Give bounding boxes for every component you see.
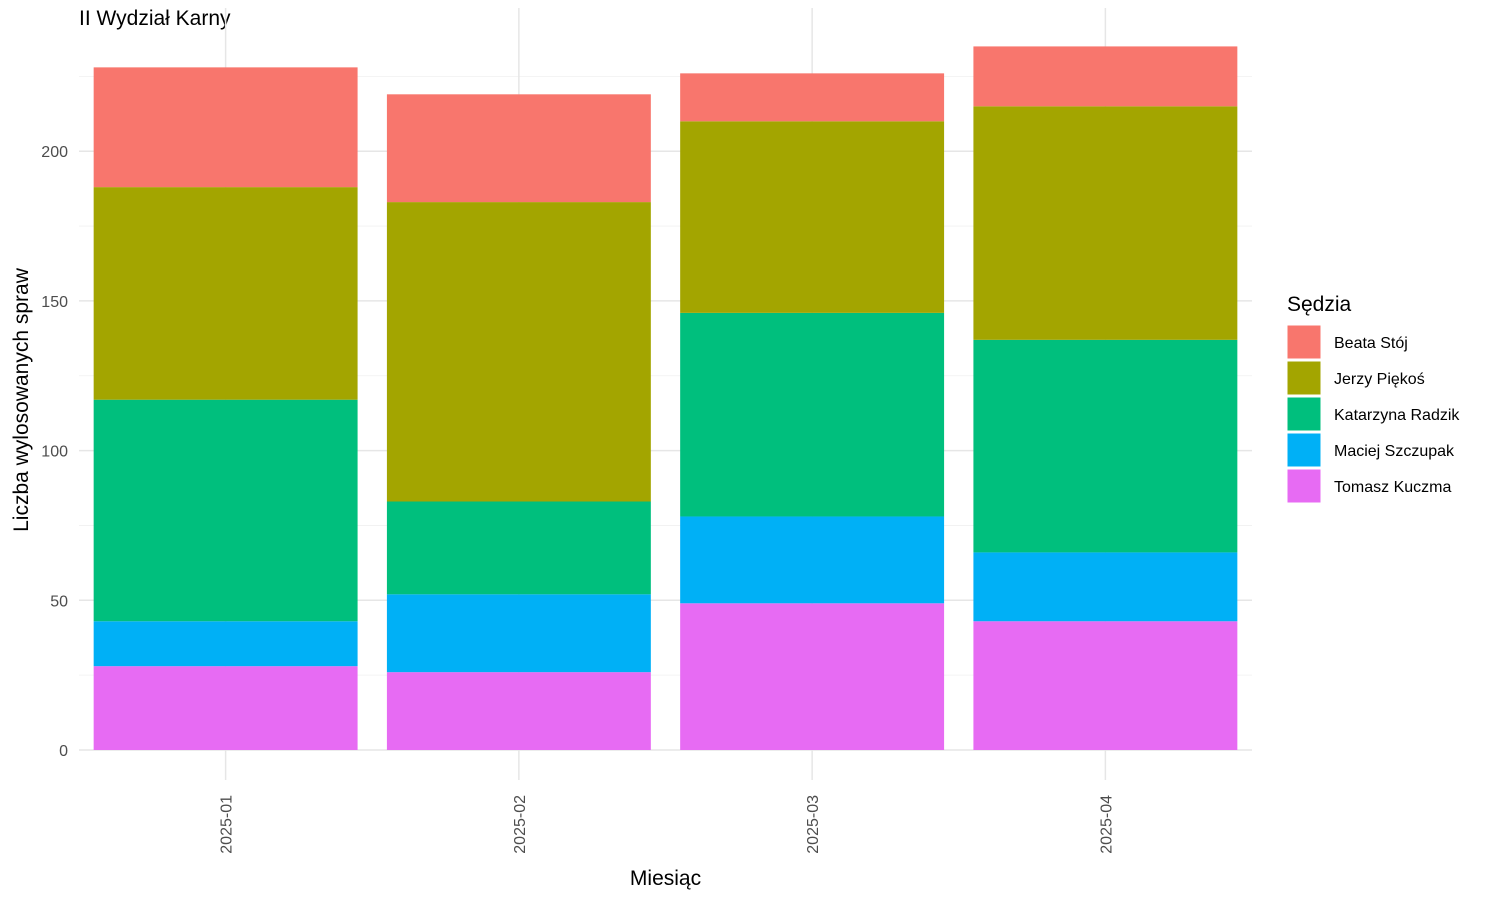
y-axis-ticks: 0 50 100 150 200 xyxy=(41,144,68,760)
bar-segment xyxy=(386,672,651,750)
x-tick-label: 2025-04 xyxy=(1098,795,1115,854)
legend-label: Beata Stój xyxy=(1334,335,1408,352)
bar-segment xyxy=(93,666,358,750)
x-axis-title: Miesiąc xyxy=(630,867,701,890)
bar-segment xyxy=(386,202,651,502)
x-tick-label: 2025-03 xyxy=(805,795,822,854)
x-tick-label: 2025-02 xyxy=(512,795,529,854)
bar-segment xyxy=(680,121,945,313)
bar-segment xyxy=(973,46,1238,107)
bar-segment xyxy=(386,501,651,595)
legend-swatch xyxy=(1286,360,1322,396)
bar-segment xyxy=(973,339,1238,553)
y-axis-title: Liczba wylosowanych spraw xyxy=(10,267,33,532)
x-tick-label: 2025-01 xyxy=(219,795,236,854)
y-tick-label: 100 xyxy=(41,444,68,461)
legend-title: Sędzia xyxy=(1287,293,1352,316)
legend-label: Jerzy Piękoś xyxy=(1334,371,1425,388)
legend-label: Tomasz Kuczma xyxy=(1334,479,1451,496)
bar-segment xyxy=(386,94,651,203)
bar-segment xyxy=(680,603,945,750)
legend-swatch xyxy=(1286,468,1322,504)
chart-title: II Wydział Karny xyxy=(79,7,231,30)
bar-segment xyxy=(973,552,1238,622)
y-tick-label: 200 xyxy=(41,144,68,161)
bar-segment xyxy=(93,67,358,188)
y-tick-label: 50 xyxy=(50,593,68,610)
bar-segment xyxy=(93,399,358,622)
legend-swatch xyxy=(1286,396,1322,432)
legend-swatch xyxy=(1286,432,1322,468)
bar-segment xyxy=(386,594,651,673)
y-tick-label: 150 xyxy=(41,294,68,311)
y-tick-label: 0 xyxy=(59,743,68,760)
bar-segment xyxy=(93,187,358,400)
bars xyxy=(93,46,1238,750)
bar-segment xyxy=(93,621,358,667)
bar-segment xyxy=(973,106,1238,340)
bar-segment xyxy=(680,73,945,122)
bar-segment xyxy=(680,312,945,517)
x-axis-ticks: 2025-01 2025-02 2025-03 2025-04 xyxy=(219,795,1116,854)
bar-segment xyxy=(973,621,1238,750)
legend-label: Maciej Szczupak xyxy=(1334,443,1455,460)
legend-label: Katarzyna Radzik xyxy=(1334,407,1460,424)
legend-swatch xyxy=(1286,324,1322,360)
legend: Sędzia Beata Stój Jerzy Piękoś Katarzyna R… xyxy=(1286,293,1460,504)
bar-segment xyxy=(680,516,945,604)
